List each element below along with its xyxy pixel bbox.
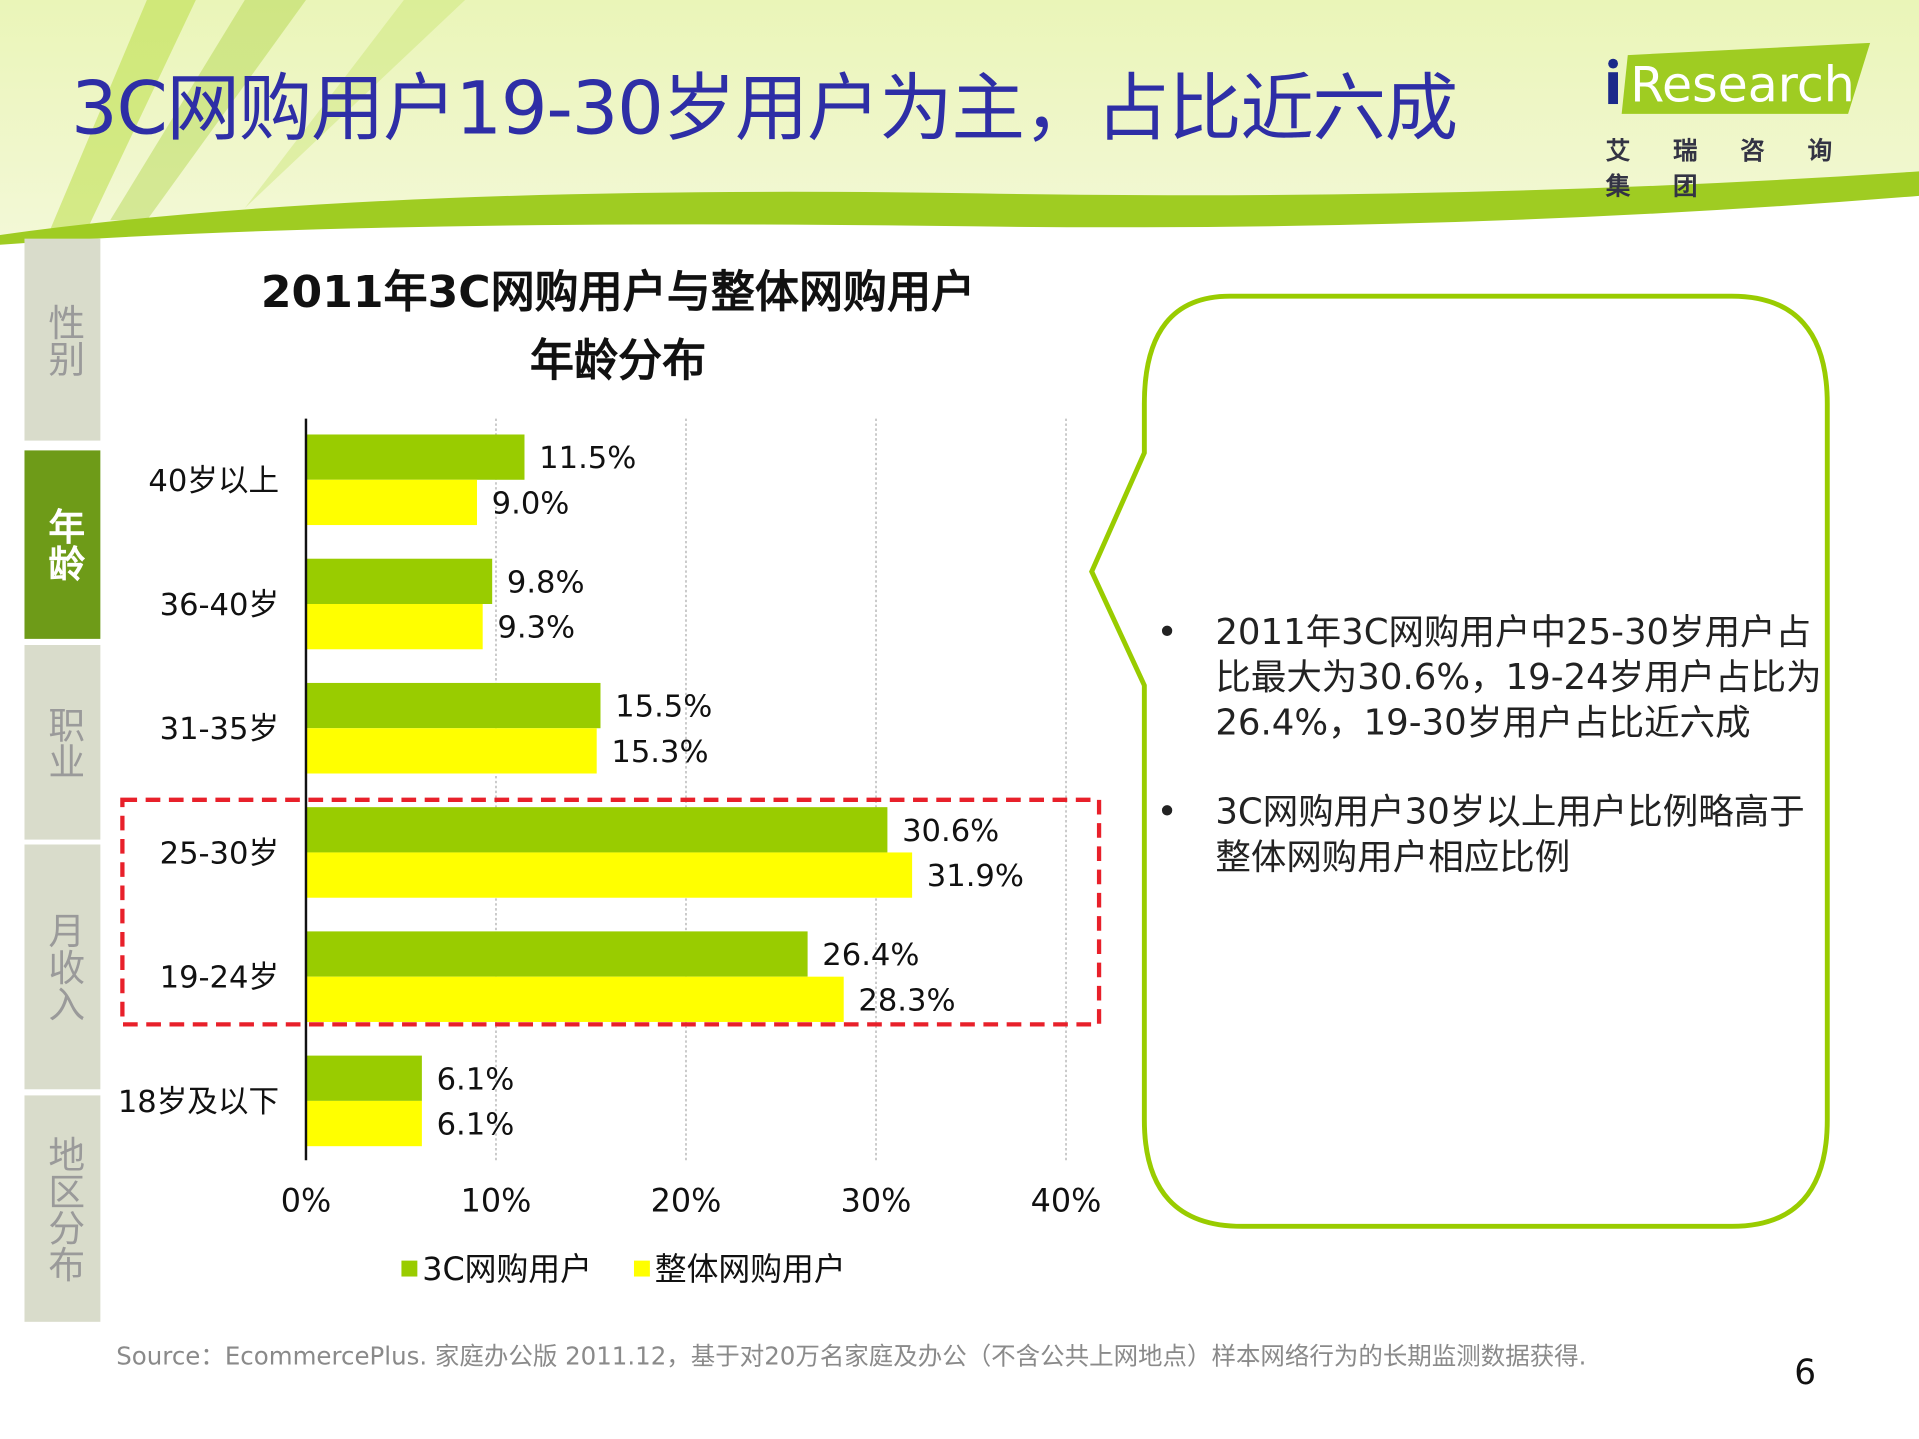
bar-3c (305, 682, 601, 729)
x-tick-label: 10% (461, 1182, 532, 1220)
iresearch-logo: Research 艾 瑞 咨 询 集 团 (1603, 42, 1878, 201)
x-tick-label: 0% (281, 1182, 331, 1220)
page-title: 3C网购用户19-30岁用户为主，占比近六成 (70, 66, 1458, 152)
bar-3c (305, 931, 808, 977)
data-label: 9.0% (492, 486, 570, 521)
legend-swatch (401, 1260, 418, 1277)
sidebar-item-income[interactable]: 月收入 (24, 844, 101, 1090)
logo-subtitle: 艾 瑞 咨 询 集 团 (1605, 135, 1850, 201)
category-label: 40岁以上 (148, 464, 279, 499)
data-label: 31.9% (927, 859, 1024, 894)
callout-bubble (1089, 293, 1830, 1229)
sidebar-item-label: 职业 (41, 705, 84, 780)
data-label: 9.8% (507, 565, 585, 600)
data-label: 15.3% (611, 735, 708, 770)
bar-overall (305, 1100, 422, 1147)
sidebar-item-occupation[interactable]: 职业 (24, 644, 101, 840)
chart-title: 2011年3C网购用户与整体网购用户 年龄分布 (184, 259, 1053, 396)
bar-overall (305, 603, 483, 650)
data-label: 6.1% (437, 1062, 515, 1097)
data-label: 6.1% (437, 1108, 515, 1143)
sidebar-item-region[interactable]: 地区分布 (24, 1095, 101, 1322)
sidebar-item-label: 年龄 (41, 507, 84, 582)
legend-label: 3C网购用户 (422, 1250, 592, 1288)
sidebar-item-label: 性别 (41, 302, 84, 377)
sidebar-item-label: 月收入 (41, 911, 84, 1022)
category-label: 31-35岁 (160, 712, 279, 747)
header-background (0, 0, 1919, 245)
bar-3c (305, 1055, 422, 1101)
x-tick-label: 20% (651, 1182, 722, 1220)
data-label: 28.3% (858, 983, 955, 1018)
category-label: 25-30岁 (160, 836, 279, 871)
bar-3c (305, 807, 888, 853)
data-label: 15.5% (615, 690, 712, 725)
chart-title-line: 2011年3C网购用户与整体网购用户 (260, 268, 976, 319)
legend-label: 整体网购用户 (655, 1250, 846, 1288)
x-tick-label: 30% (841, 1182, 912, 1220)
category-label: 19-24岁 (160, 961, 279, 996)
sidebar-item-age[interactable]: 年龄 (24, 450, 101, 639)
age-bar-chart: 0% 10% 20% 30% 40% 40岁以上 11.5% 9.0% 36-40岁 9.8% 9.… (118, 418, 1102, 1288)
bar-overall (305, 728, 597, 774)
data-label: 26.4% (822, 938, 919, 973)
category-label: 36-40岁 (160, 588, 279, 623)
bullet-dot: • (1156, 790, 1178, 833)
sidebar-item-gender[interactable]: 性别 (24, 238, 101, 441)
bar-overall (305, 852, 913, 898)
bullet-text: 3C网购用户30岁以上用户比例略高于整体网购用户相应比例 (1215, 790, 1805, 878)
bar-overall (305, 479, 477, 526)
data-label: 30.6% (902, 814, 999, 849)
bullet-dot: • (1156, 610, 1178, 653)
page-number: 6 (1794, 1352, 1817, 1393)
bullet-text: 2011年3C网购用户中25-30岁用户占比最大为30.6%，19-24岁用户占… (1215, 610, 1822, 743)
highlight-box (120, 797, 1102, 1027)
x-tick-label: 40% (1031, 1182, 1102, 1220)
category-label: 18岁及以下 (118, 1085, 279, 1120)
bar-3c (305, 434, 525, 480)
sidebar-item-label: 地区分布 (41, 1135, 84, 1283)
chart-title-line: 年龄分布 (529, 336, 707, 387)
legend-swatch (633, 1260, 650, 1277)
bar-3c (305, 558, 493, 604)
data-label: 11.5% (539, 441, 636, 476)
data-label: 9.3% (497, 611, 575, 646)
source-note: Source：EcommercePlus. 家庭办公版 2011.12，基于对2… (116, 1341, 1587, 1371)
bar-overall (305, 976, 844, 1022)
